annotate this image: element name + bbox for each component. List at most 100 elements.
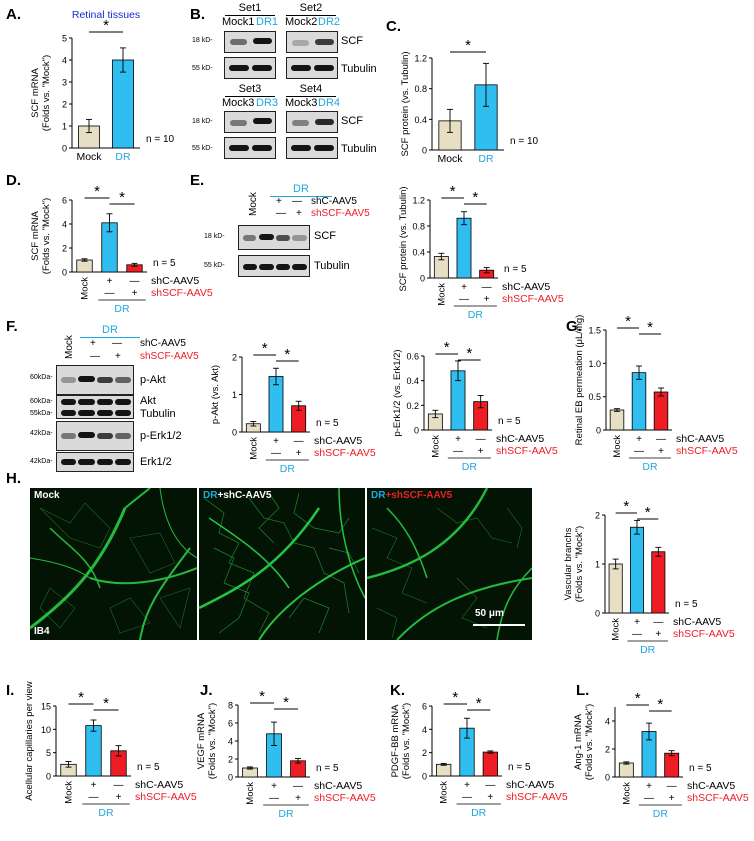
set2-label: Set2 [299,2,323,14]
f2-ytick-label-0: 0 [414,426,419,436]
d-xlabel-minus-1: — [130,276,140,287]
blot-scf-set3 [224,111,276,133]
l-ytick-label-1: 2 [605,745,610,755]
d-xlabel-plus-1: + [107,276,113,287]
panel-label-g: G. [566,318,582,335]
k-bar-2 [482,751,498,777]
j-xlabel-plus-1: + [271,781,277,792]
scf-label-2: SCF [341,115,363,127]
photo-label-mock: Mock [34,490,60,501]
blot-scf-set1 [224,31,276,53]
f2-xlabel-plus-2: + [478,446,484,457]
photo-dr-shscf: DR+shSCF-AAV5 50 μm [367,488,532,640]
d-xlabel-plus-2: + [132,288,138,299]
l-xlabel-minus-2: — [644,793,654,804]
set4-line [286,96,336,97]
g-ytick-label-0: 0 [596,426,601,436]
a-xlabel-dr: DR [115,151,131,163]
d-bar-0 [76,259,93,273]
set2-line [286,15,336,16]
l-ylabel-1: (Folds vs. "Mock") [584,704,595,780]
blot-f-pakt [56,365,134,395]
k-xlabel-mock: Mock [439,781,450,804]
f2-ylabel-0: p-Erk1/2 (vs. Erk1/2) [392,349,403,436]
k-ylabel-1: (Folds vs. "Mock") [401,703,412,779]
l-sig-star-0: * [635,690,641,707]
photo-shc-text: +shC-AAV5 [217,490,272,501]
e-xlabel-minus-2: — [459,294,469,305]
kd55-label-2: 55 kD- [192,145,213,152]
f-dr-line [80,337,140,338]
l-bar-0 [618,762,634,778]
scf-label-1: SCF [341,35,363,47]
h-bar-0 [608,563,623,614]
d-ytick-label-1: 2 [62,244,67,254]
i-bar-1 [85,725,102,777]
f-kd42-1: 42kDa- [30,430,53,437]
tubulin-label-2: Tubulin [341,143,377,155]
blot-tubulin-set3 [224,137,276,159]
l-bar-2 [664,752,680,778]
e-ytick-label-0: 0 [420,274,425,284]
f2-sig-star-0: * [444,339,450,356]
g-bar-2 [653,391,669,431]
l-xlabel-plus-1: + [646,781,652,792]
k-xlabel-minus-2: — [462,792,472,803]
f-dr-label: DR [102,324,118,336]
c-ytick-label-2: 0.8 [414,84,427,94]
j-ytick-label-1: 2 [228,755,233,765]
j-n-label: n = 5 [316,763,339,774]
h-ytick-label-0: 0 [595,609,600,619]
d-ytick-label-3: 6 [62,196,67,206]
f1-xlabel-plus-2: + [296,448,302,459]
blot-f-perk [56,421,134,451]
f1-xlabel-mock: Mock [248,437,259,460]
i-xlabel-shscf: shSCF-AAV5 [135,791,197,803]
d-xlabel-shc: shC-AAV5 [151,275,199,287]
vessel-network-dr-shscf [367,488,532,640]
d-ylabel-1: (Folds vs. "Mock") [41,198,52,274]
f-pakt-label: p-Akt [140,374,166,386]
g-xlabel-dr: DR [642,461,658,473]
e-dr-label: DR [293,183,309,195]
h-n-label: n = 5 [675,599,698,610]
k-xlabel-plus-2: + [487,792,493,803]
j-xlabel-dr: DR [278,808,294,820]
photo-label-dr-shc: DR+shC-AAV5 [203,490,271,501]
a-title: Retinal tissues [72,9,140,21]
e-bar-1 [456,217,472,279]
d-xlabel-dr: DR [114,303,130,315]
panel-label-h: H. [6,470,21,487]
k-xlabel-shscf: shSCF-AAV5 [506,791,568,803]
a-ylabel-1: (Folds vs. "Mock") [41,55,52,131]
photo-dr-text-1: DR [203,490,218,501]
k-sig-star-1: * [476,695,482,712]
e-kd18: 18 kD- [204,233,225,240]
a-ytick-label-4: 4 [62,56,67,66]
f-plus-2: + [115,351,121,362]
e-plus-2: + [296,208,302,219]
i-xlabel-mock: Mock [64,781,75,804]
photo-label-dr-shscf: DR+shSCF-AAV5 [371,490,452,501]
j-xlabel-shc: shC-AAV5 [314,780,362,792]
kd18-label-1: 18 kD- [192,37,213,44]
blot-f-erk [56,452,134,472]
f2-xlabel-dr: DR [462,461,478,473]
e-scf-label: SCF [314,230,336,242]
c-xlabel-mock: Mock [437,153,463,165]
l-xlabel-mock: Mock [621,782,632,805]
set3-label: Set3 [238,83,262,95]
i-xlabel-plus-1: + [91,780,97,791]
f-shscf-label: shSCF-AAV5 [140,351,199,362]
d-xlabel-mock: Mock [80,277,91,300]
k-bar-0 [436,763,452,777]
d-sig-star-0: * [94,183,100,200]
e-ytick-label-2: 0.8 [412,222,425,232]
f1-xlabel-shscf: shSCF-AAV5 [314,447,376,459]
panel-label-e: E. [190,172,205,189]
f1-n-label: n = 5 [316,418,339,429]
l-xlabel-shscf: shSCF-AAV5 [687,792,749,804]
j-xlabel-minus-1: — [293,781,303,792]
i-ytick-label-2: 10 [41,725,51,735]
